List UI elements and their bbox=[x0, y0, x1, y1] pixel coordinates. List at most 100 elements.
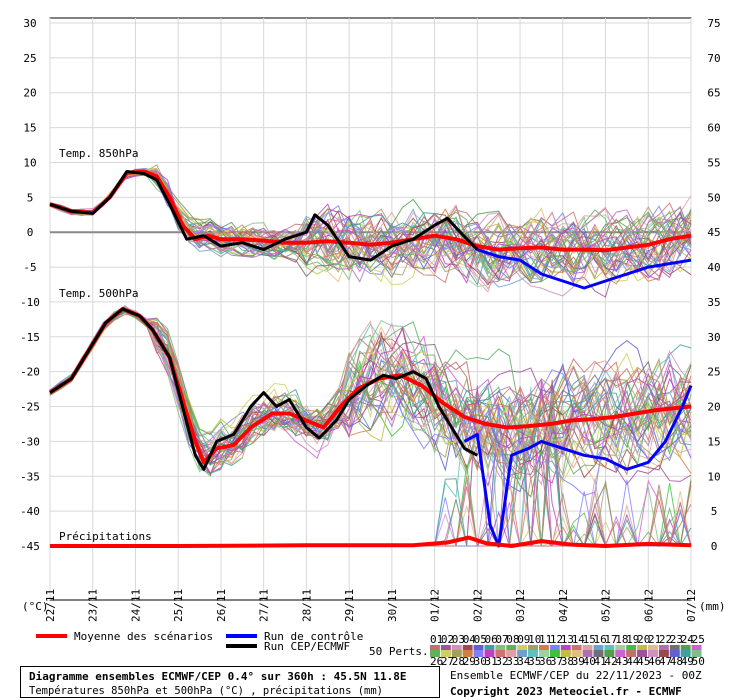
left-tick-label: 15 bbox=[23, 122, 36, 135]
x-tick-label: 22/11 bbox=[44, 589, 57, 622]
member-number: 46 bbox=[648, 655, 661, 668]
member-number: 09 bbox=[517, 633, 530, 646]
member-number: 21 bbox=[648, 633, 661, 646]
x-tick-label: 03/12 bbox=[514, 589, 527, 622]
pert-line-850 bbox=[49, 169, 692, 271]
series-500hPa-run-de-contr-le bbox=[463, 385, 693, 548]
x-tick-label: 29/11 bbox=[343, 589, 356, 622]
member-number: 33 bbox=[506, 655, 519, 668]
member-number: 15 bbox=[583, 633, 596, 646]
pert-line-850 bbox=[49, 171, 692, 284]
right-tick-label: 15 bbox=[707, 435, 720, 448]
member-swatch bbox=[451, 650, 462, 657]
x-tick-label: 24/11 bbox=[129, 589, 142, 622]
member-number: 50 bbox=[692, 655, 705, 668]
member-number: 11 bbox=[539, 633, 552, 646]
member-number: 02 bbox=[441, 633, 454, 646]
member-number: 13 bbox=[561, 633, 574, 646]
right-tick-label: 10 bbox=[707, 470, 720, 483]
left-tick-label: -20 bbox=[20, 366, 40, 379]
pert-line-500 bbox=[49, 310, 692, 469]
right-tick-label: 55 bbox=[707, 156, 720, 169]
legend-control-label: Run de contrôle bbox=[264, 630, 363, 643]
right-tick-label: 40 bbox=[707, 261, 720, 274]
member-swatch bbox=[648, 650, 658, 657]
member-swatch bbox=[582, 650, 593, 657]
member-swatch bbox=[571, 650, 582, 657]
pert-line-500 bbox=[49, 307, 692, 457]
x-tick-label: 05/12 bbox=[600, 589, 613, 622]
member-number: 36 bbox=[539, 655, 552, 668]
member-swatch bbox=[680, 650, 691, 657]
right-tick-label: 70 bbox=[707, 52, 720, 65]
member-number: 34 bbox=[517, 655, 531, 668]
plot-frame bbox=[49, 17, 692, 601]
member-number: 37 bbox=[550, 655, 563, 668]
member-swatch bbox=[604, 650, 615, 657]
left-tick-label: -25 bbox=[20, 401, 40, 414]
member-number: 43 bbox=[615, 655, 628, 668]
member-swatch bbox=[495, 650, 506, 657]
member-number: 38 bbox=[561, 655, 574, 668]
member-swatch bbox=[626, 650, 637, 657]
right-tick-label: 0 bbox=[711, 540, 718, 553]
x-tick-label: 25/11 bbox=[172, 589, 185, 622]
member-swatch bbox=[593, 650, 604, 657]
member-swatch bbox=[484, 650, 495, 657]
x-axis-ticks: 22/11 23/11 24/11 25/11 26/11 27/11 28/11 29/11… bbox=[44, 589, 698, 622]
member-number: 31 bbox=[485, 655, 498, 668]
left-tick-label: -40 bbox=[20, 505, 40, 518]
member-number: 27 bbox=[441, 655, 454, 668]
member-number: 06 bbox=[485, 633, 498, 646]
right-unit-label: (mm) bbox=[699, 600, 726, 613]
left-tick-label: 30 bbox=[23, 17, 36, 30]
member-number: 19 bbox=[626, 633, 639, 646]
left-tick-label: -45 bbox=[20, 540, 40, 553]
member-number: 03 bbox=[452, 633, 465, 646]
member-swatch bbox=[669, 650, 680, 657]
pert-line-500 bbox=[49, 307, 692, 475]
pert-line-500 bbox=[49, 307, 692, 480]
title-box: Diagramme ensembles ECMWF/CEP 0.4° sur 3… bbox=[20, 666, 440, 698]
member-number: 01 bbox=[430, 633, 443, 646]
x-tick-label: 07/12 bbox=[685, 589, 698, 622]
member-number: 44 bbox=[626, 655, 640, 668]
member-swatch bbox=[691, 650, 702, 657]
member-swatch bbox=[615, 650, 626, 657]
member-number: 42 bbox=[604, 655, 617, 668]
left-tick-label: -5 bbox=[23, 261, 36, 274]
member-number: 12 bbox=[550, 633, 563, 646]
member-number: 23 bbox=[670, 633, 683, 646]
x-tick-label: 02/12 bbox=[471, 589, 484, 622]
member-swatch bbox=[440, 650, 451, 657]
x-tick-label: 30/11 bbox=[386, 589, 399, 622]
member-number: 39 bbox=[572, 655, 585, 668]
member-swatch bbox=[473, 650, 484, 657]
pert-line-500 bbox=[49, 307, 692, 476]
member-number: 25 bbox=[692, 633, 705, 646]
member-number: 41 bbox=[594, 655, 607, 668]
series-precip-moyenne-des-sc-narios bbox=[50, 535, 692, 548]
legend: Moyenne des scénarios Run de contrôle Ru… bbox=[36, 630, 705, 668]
left-tick-label: 0 bbox=[27, 226, 34, 239]
member-swatch bbox=[560, 650, 571, 657]
panel-label: Temp. 850hPa bbox=[59, 147, 138, 160]
pert-line-500 bbox=[49, 308, 692, 484]
right-tick-label: 20 bbox=[707, 401, 720, 414]
right-tick-label: 35 bbox=[707, 296, 720, 309]
legend-mean-label: Moyenne des scénarios bbox=[74, 630, 213, 643]
panel-labels: Temp. 850hPa Temp. 500hPa Précipitations bbox=[59, 147, 152, 543]
member-number: 08 bbox=[506, 633, 519, 646]
right-tick-label: 65 bbox=[707, 87, 720, 100]
series-850hPa-run-cep-ecmwf bbox=[49, 170, 479, 262]
member-number: 22 bbox=[659, 633, 672, 646]
x-tick-label: 28/11 bbox=[300, 589, 313, 622]
member-swatch bbox=[637, 650, 647, 657]
left-axis-ticks: 30 25 20 15 10 5 0 -5 -10 -15 -20 -25 -30 -35 -40 -45 bbox=[20, 17, 40, 553]
left-tick-label: 10 bbox=[23, 156, 36, 169]
run-info: Ensemble ECMWF/CEP du 22/11/2023 - 00Z bbox=[450, 669, 702, 682]
member-swatch bbox=[539, 650, 549, 657]
pert-line-500 bbox=[49, 306, 692, 484]
member-swatch bbox=[506, 650, 517, 657]
